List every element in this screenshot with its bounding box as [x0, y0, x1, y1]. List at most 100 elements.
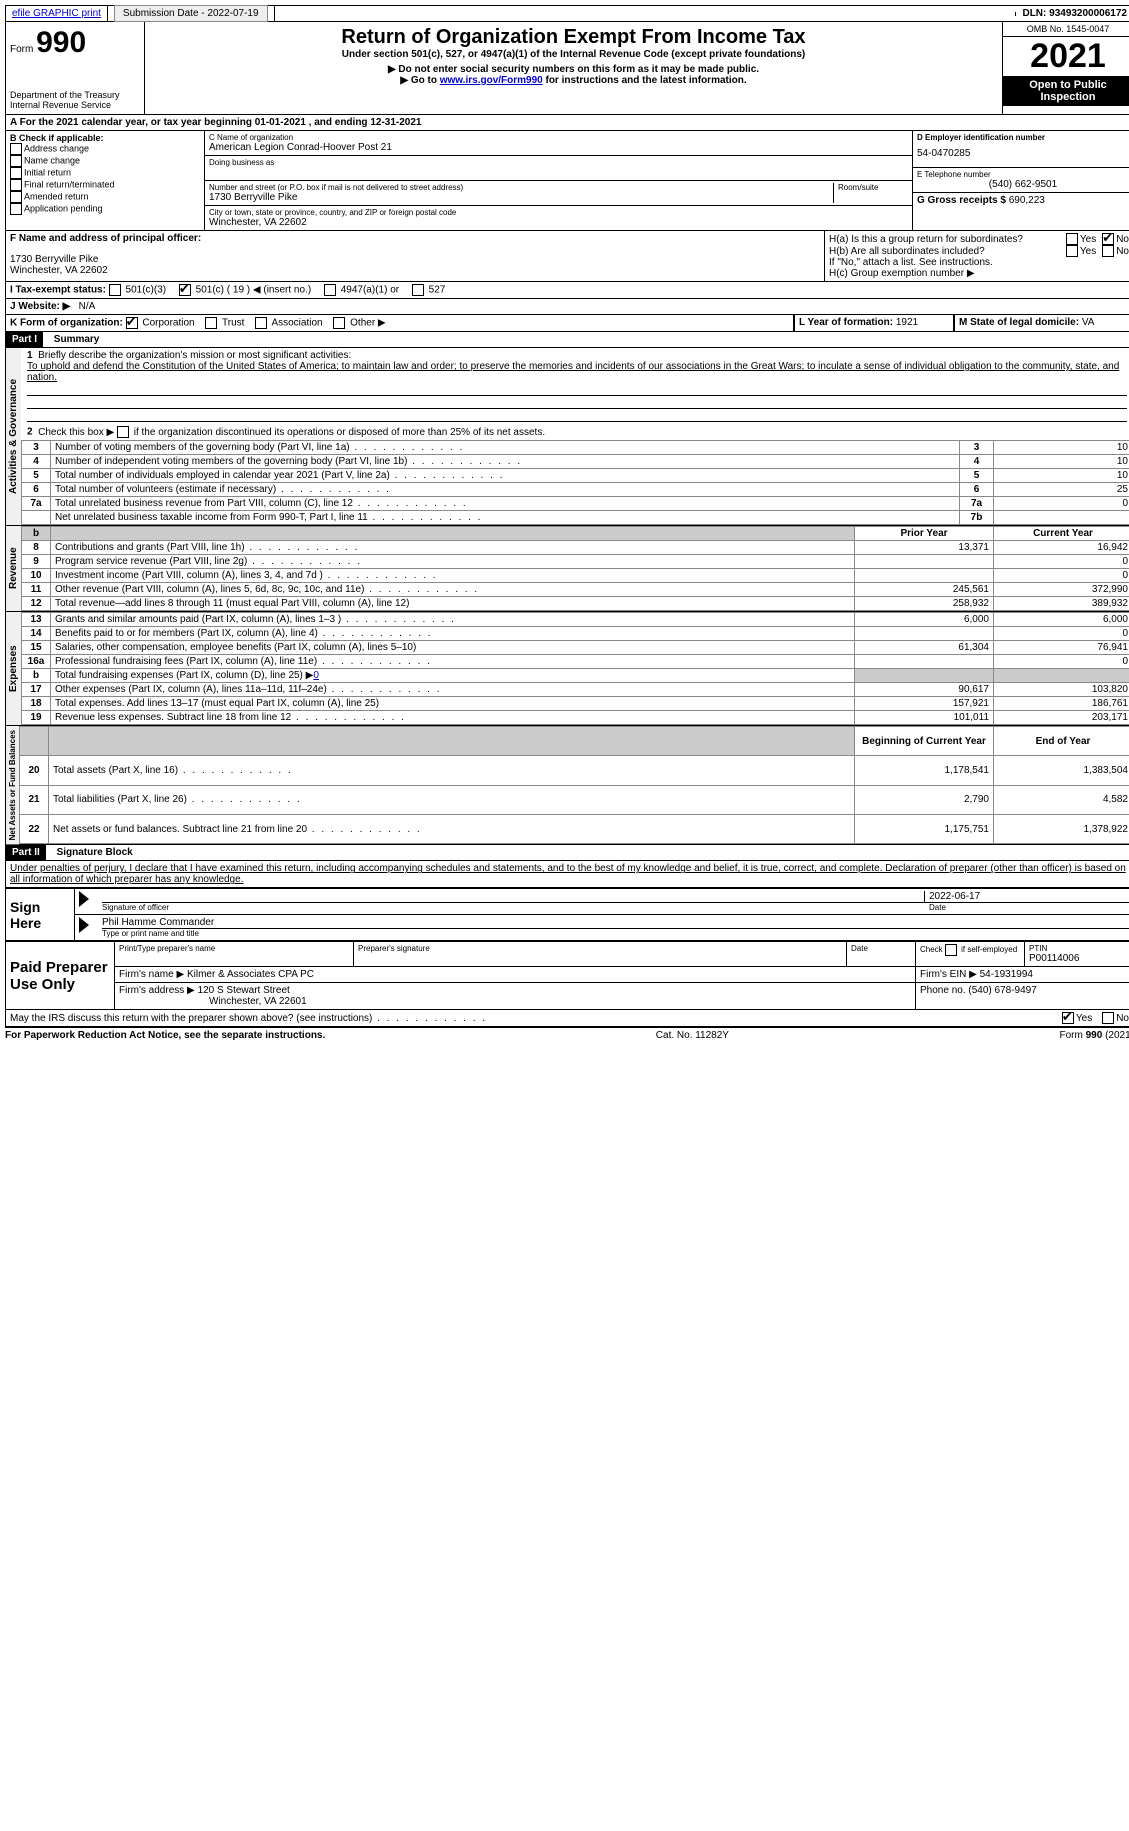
- side-net: Net Assets or Fund Balances: [6, 726, 19, 844]
- sign-here-label: Sign Here: [6, 889, 75, 941]
- box-i-label: I Tax-exempt status:: [10, 285, 106, 296]
- firm-addr2: Winchester, VA 22601: [209, 996, 307, 1007]
- cb-final-return[interactable]: [10, 179, 22, 191]
- sign-here-block: Sign Here 2022-06-17 Signature of office…: [5, 888, 1129, 941]
- box-b-title: B Check if applicable:: [10, 133, 200, 143]
- cb-assoc[interactable]: [255, 317, 267, 329]
- dept-treasury: Department of the Treasury: [10, 90, 140, 100]
- fundraising-link[interactable]: 0: [313, 670, 319, 681]
- hb-yes[interactable]: [1066, 245, 1078, 257]
- print-name-label: Print/Type preparer's name: [119, 944, 349, 953]
- efile-link[interactable]: efile GRAPHIC print: [12, 8, 101, 19]
- website: N/A: [79, 301, 96, 312]
- note-goto-post: for instructions and the latest informat…: [543, 75, 747, 86]
- open-inspection: Open to Public Inspection: [1003, 76, 1129, 106]
- discuss-no[interactable]: [1102, 1012, 1114, 1024]
- year-formation: 1921: [896, 317, 918, 328]
- prep-sig-label: Preparer's signature: [358, 944, 842, 953]
- box-c-label: C Name of organization: [209, 133, 908, 142]
- firm-name: Kilmer & Associates CPA PC: [187, 969, 314, 980]
- city-label: City or town, state or province, country…: [209, 208, 908, 217]
- state-domicile: VA: [1082, 317, 1095, 328]
- cb-corp[interactable]: [126, 317, 138, 329]
- phone: (540) 662-9501: [917, 179, 1129, 190]
- sig-date-label: Date: [925, 903, 1129, 912]
- ha-no[interactable]: [1102, 233, 1114, 245]
- cb-501c[interactable]: [179, 284, 191, 296]
- box-l-label: L Year of formation:: [799, 317, 893, 328]
- form-header: Form 990 Department of the Treasury Inte…: [5, 22, 1129, 115]
- org-name: American Legion Conrad-Hoover Post 21: [209, 142, 908, 153]
- footer-mid: Cat. No. 11282Y: [656, 1030, 729, 1041]
- city: Winchester, VA 22602: [209, 217, 908, 228]
- cb-4947[interactable]: [324, 284, 336, 296]
- box-k-label: K Form of organization:: [10, 318, 123, 329]
- q2: Check this box ▶ if the organization dis…: [38, 427, 545, 438]
- net-assets-table: Beginning of Current YearEnd of Year 20T…: [19, 726, 1129, 844]
- ha-label: H(a) Is this a group return for subordin…: [829, 234, 1066, 245]
- perjury-text: Under penalties of perjury, I declare th…: [5, 861, 1129, 888]
- cb-501c3[interactable]: [109, 284, 121, 296]
- tax-year: 2021: [1003, 37, 1129, 76]
- box-b: B Check if applicable: Address change Na…: [6, 131, 205, 230]
- cb-app-pending[interactable]: [10, 203, 22, 215]
- prep-date-label: Date: [851, 944, 911, 953]
- street-label: Number and street (or P.O. box if mail i…: [209, 183, 833, 192]
- box-j-label: J Website: ▶: [10, 301, 70, 312]
- discuss-yes[interactable]: [1062, 1012, 1074, 1024]
- ein: 54-0470285: [917, 142, 1129, 165]
- room-label: Room/suite: [838, 183, 908, 192]
- ha-yes[interactable]: [1066, 233, 1078, 245]
- box-e-label: E Telephone number: [917, 170, 1129, 179]
- form-word: Form: [10, 44, 33, 55]
- revenue-table: bPrior YearCurrent Year 8Contributions a…: [21, 526, 1129, 611]
- discuss-label: May the IRS discuss this return with the…: [10, 1013, 1062, 1024]
- form-title: Return of Organization Exempt From Incom…: [149, 26, 998, 49]
- cb-name-change[interactable]: [10, 155, 22, 167]
- q1: Briefly describe the organization's miss…: [38, 350, 351, 361]
- part2-title: Signature Block: [49, 847, 133, 858]
- officer-name-title: Phil Hamme Commander: [102, 917, 1129, 929]
- firm-ein-label: Firm's EIN ▶: [920, 969, 977, 980]
- sig-arrow-icon: [79, 891, 89, 907]
- box-g-label: G Gross receipts $: [917, 195, 1006, 206]
- hb-label: H(b) Are all subordinates included?: [829, 246, 1066, 257]
- firm-phone: (540) 678-9497: [968, 985, 1036, 996]
- sig-date: 2022-06-17: [924, 891, 1129, 903]
- form-number: 990: [36, 26, 86, 59]
- part1-tag: Part I: [6, 332, 43, 347]
- firm-addr1: 120 S Stewart Street: [198, 985, 290, 996]
- ptin-label: PTIN: [1029, 944, 1129, 953]
- side-expenses: Expenses: [6, 612, 21, 725]
- cb-527[interactable]: [412, 284, 424, 296]
- note-ssn: ▶ Do not enter social security numbers o…: [149, 64, 998, 75]
- irs-link[interactable]: www.irs.gov/Form990: [440, 75, 543, 86]
- dln: DLN: 93493200006172: [1016, 6, 1129, 21]
- part1-title: Summary: [46, 334, 100, 345]
- sig-officer-label: Signature of officer: [102, 903, 925, 912]
- box-d-label: D Employer identification number: [917, 133, 1129, 142]
- dba-label: Doing business as: [209, 158, 908, 167]
- cb-initial-return[interactable]: [10, 167, 22, 179]
- type-name-label: Type or print name and title: [102, 929, 1129, 938]
- firm-name-label: Firm's name ▶: [119, 969, 184, 980]
- firm-ein: 54-1931994: [980, 969, 1033, 980]
- side-revenue: Revenue: [6, 526, 21, 611]
- cb-amended[interactable]: [10, 191, 22, 203]
- box-m-label: M State of legal domicile:: [959, 317, 1079, 328]
- mission: To uphold and defend the Constitution of…: [27, 361, 1119, 383]
- top-bar: efile GRAPHIC print Submission Date - 20…: [5, 5, 1129, 22]
- cb-discontinued[interactable]: [117, 426, 129, 438]
- paid-preparer-label: Paid Preparer Use Only: [6, 942, 115, 1010]
- paid-preparer-block: Paid Preparer Use Only Print/Type prepar…: [5, 941, 1129, 1010]
- hb-no[interactable]: [1102, 245, 1114, 257]
- ptin-value: P00114006: [1029, 953, 1129, 964]
- governance-table: 3Number of voting members of the governi…: [21, 440, 1129, 525]
- street: 1730 Berryville Pike: [209, 192, 833, 203]
- part2-tag: Part II: [6, 845, 46, 860]
- cb-other[interactable]: [333, 317, 345, 329]
- cb-trust[interactable]: [205, 317, 217, 329]
- cb-address-change[interactable]: [10, 143, 22, 155]
- submission-date: Submission Date - 2022-07-19: [114, 5, 268, 22]
- cb-self-employed[interactable]: [945, 944, 957, 956]
